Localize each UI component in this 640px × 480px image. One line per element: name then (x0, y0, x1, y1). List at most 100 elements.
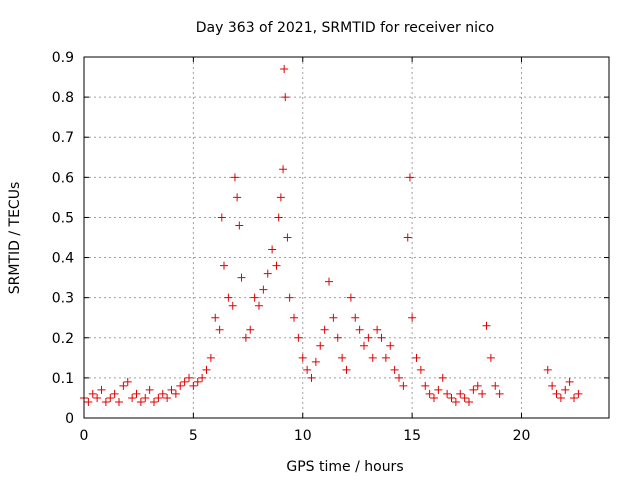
data-point (543, 365, 552, 374)
data-point (263, 269, 272, 278)
data-point (368, 353, 377, 362)
data-point (355, 325, 364, 334)
data-point (491, 381, 500, 390)
x-tick-label: 15 (403, 428, 421, 444)
data-point (325, 277, 333, 286)
data-point (185, 373, 193, 382)
data-point (298, 353, 307, 362)
y-tick-label: 0.9 (52, 50, 74, 66)
data-point (425, 389, 434, 398)
y-tick-label: 0.7 (52, 130, 74, 146)
y-tick-label: 0.1 (52, 371, 74, 387)
data-point (311, 357, 320, 366)
data-point (150, 397, 158, 406)
data-point (255, 301, 263, 310)
data-point (106, 393, 115, 402)
data-point (390, 365, 399, 374)
data-point (202, 365, 211, 374)
chart-title: Day 363 of 2021, SRMTID for receiver nic… (196, 20, 494, 36)
data-point (460, 393, 469, 402)
data-point (241, 333, 250, 342)
data-point (416, 365, 425, 374)
data-point (364, 333, 373, 342)
data-point (268, 245, 277, 254)
data-point (447, 393, 456, 402)
data-point (171, 389, 180, 398)
data-point (451, 397, 460, 406)
y-axis-label: SRMTID / TECUs (7, 182, 23, 295)
data-point (250, 293, 259, 302)
data-point (123, 377, 132, 386)
data-point (403, 233, 412, 242)
x-tick-label: 10 (294, 428, 312, 444)
data-point (193, 377, 202, 386)
data-point (272, 261, 281, 270)
data-point (346, 293, 355, 302)
data-point (303, 365, 312, 374)
data-point (145, 385, 154, 394)
data-point (281, 93, 290, 102)
data-point (438, 373, 447, 382)
data-point (386, 341, 395, 350)
data-point (486, 353, 495, 362)
data-point (552, 389, 561, 398)
x-tick-label: 5 (189, 428, 198, 444)
data-point (561, 385, 570, 394)
data-point (101, 397, 110, 406)
data-point (167, 385, 176, 394)
data-point (110, 389, 119, 398)
data-point (465, 397, 473, 406)
data-point (316, 341, 325, 350)
data-point (405, 173, 414, 182)
data-point (259, 285, 268, 294)
data-point (246, 325, 255, 334)
data-point (574, 389, 583, 398)
data-point (154, 393, 163, 402)
data-point (119, 381, 128, 390)
data-point (237, 273, 246, 282)
data-point (128, 393, 137, 402)
data-point (443, 389, 452, 398)
data-point (215, 325, 224, 334)
data-point (360, 341, 368, 350)
data-point (412, 353, 421, 362)
y-tick-label: 0.3 (52, 291, 74, 307)
data-point (456, 389, 465, 398)
data-point (220, 261, 228, 270)
data-point (399, 381, 408, 390)
data-point (329, 313, 338, 322)
data-point (230, 173, 239, 182)
data-point (136, 397, 145, 406)
y-tick-label: 0.5 (52, 210, 74, 226)
data-point (482, 321, 491, 330)
data-point (307, 373, 316, 382)
axis-ticks: 0 0.1 0.2 0.3 0.4 0.5 0.6 0.7 0.8 0.9 0 5 10 15 20 (52, 50, 609, 444)
data-point (478, 389, 487, 398)
data-point (115, 397, 123, 406)
data-point (556, 393, 565, 402)
data-point (473, 381, 482, 390)
data-point (294, 333, 303, 342)
data-point (320, 325, 329, 334)
data-point (235, 221, 244, 230)
data-point (84, 397, 93, 406)
y-tick-label: 0 (65, 411, 74, 427)
data-point (280, 65, 289, 74)
data-point (279, 165, 288, 174)
data-point (381, 353, 390, 362)
data-point (395, 373, 403, 382)
data-point (469, 385, 478, 394)
data-point (274, 213, 283, 222)
data-point (373, 325, 382, 334)
data-point (88, 389, 97, 398)
data-point (132, 389, 141, 398)
data-point (163, 393, 172, 402)
data-point (233, 193, 242, 202)
data-point (180, 377, 189, 386)
data-point (570, 393, 578, 402)
data-point (189, 381, 198, 390)
data-point (290, 313, 298, 322)
data-point (285, 293, 294, 302)
data-point (141, 393, 150, 402)
data-point (217, 213, 226, 222)
